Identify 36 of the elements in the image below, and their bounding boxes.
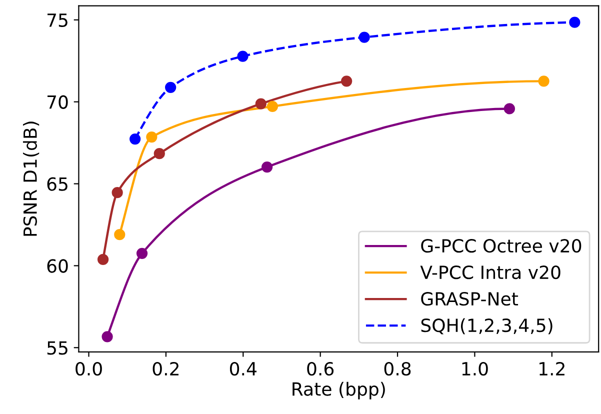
y-tick-label: 65: [47, 177, 68, 191]
x-tick-label: 0.0: [76, 362, 102, 376]
point: [136, 248, 148, 259]
point: [262, 161, 273, 173]
point: [341, 76, 352, 87]
x-tick-label: 1.0: [462, 362, 488, 376]
y-tick-label: 55: [47, 341, 68, 355]
y-tick-label: 75: [48, 14, 68, 28]
point: [266, 100, 278, 112]
point: [97, 254, 109, 266]
x-tick-label: 0.4: [230, 362, 256, 376]
y-tick-label: 70: [48, 95, 68, 109]
x-axis-title: Rate (bpp): [292, 382, 385, 400]
point: [114, 229, 126, 240]
point: [504, 103, 515, 114]
y-axis-title: PSNR D1(dB): [23, 122, 40, 236]
point: [146, 132, 158, 143]
point: [255, 98, 266, 110]
point: [237, 50, 248, 62]
legend-label: G-PCC Octree v20: [421, 238, 582, 253]
point: [165, 82, 176, 93]
point: [130, 133, 141, 145]
point: [154, 148, 165, 160]
point: [569, 16, 580, 28]
legend-label: GRASP-Net: [421, 292, 518, 306]
legend-label: V-PCC Intra v20: [420, 265, 560, 280]
point: [112, 187, 123, 198]
x-tick-label: 0.2: [152, 362, 179, 376]
point: [358, 32, 370, 43]
point: [102, 331, 113, 342]
legend-label: SQH(1,2,3,4,5): [421, 318, 552, 334]
point: [538, 76, 550, 87]
x-tick-label: 1.2: [540, 362, 564, 376]
x-tick-label: 0.8: [384, 362, 411, 376]
y-tick-label: 60: [47, 259, 68, 273]
x-tick-label: 0.6: [307, 362, 334, 376]
